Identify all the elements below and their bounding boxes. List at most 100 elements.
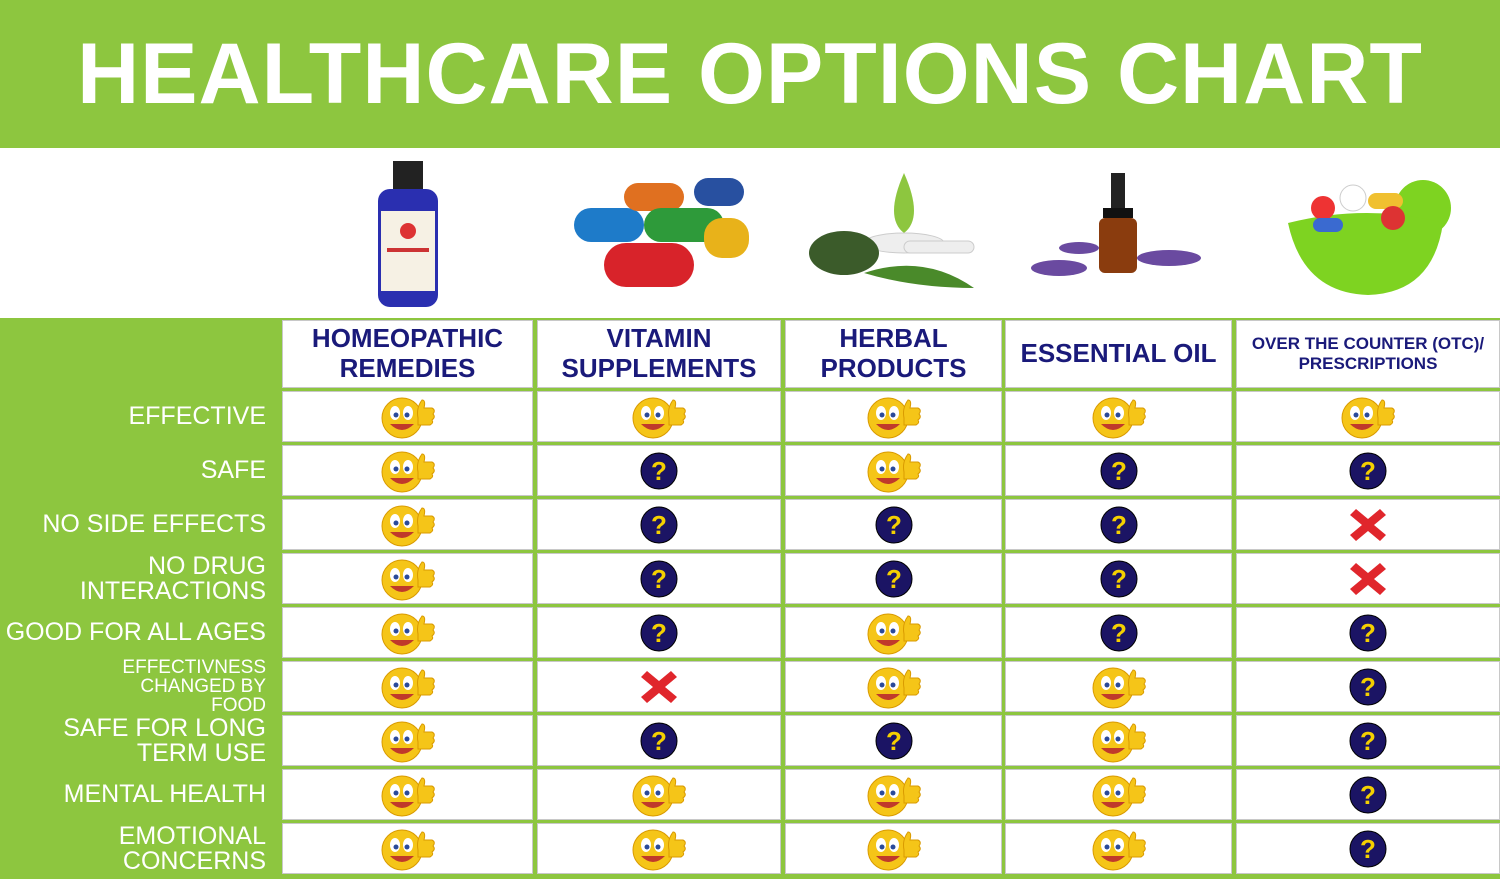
thumbs-up-smiley-icon (378, 826, 438, 872)
thumbs-up-smiley-icon (629, 394, 689, 440)
table-cell (282, 391, 533, 442)
question-mark-icon: ? (1099, 451, 1139, 491)
table-cell: ? (785, 499, 1002, 550)
row-label: NO DRUG INTERACTIONS (0, 553, 280, 604)
row-label: SAFE (0, 445, 280, 496)
thumbs-up-smiley-icon (1089, 826, 1149, 872)
table-cell (537, 823, 781, 874)
herbal-leaves-image (785, 152, 1002, 314)
question-mark-icon: ? (1348, 613, 1388, 653)
column-header-label: HOMEOPATHIC REMEDIES (311, 323, 504, 383)
thumbs-up-smiley-icon (864, 394, 924, 440)
table-cell (1236, 553, 1500, 604)
thumbs-up-smiley-icon (378, 502, 438, 548)
svg-text:?: ? (1111, 564, 1127, 594)
row-label: GOOD FOR ALL AGES (0, 607, 280, 658)
question-mark-icon: ? (1348, 667, 1388, 707)
pills-bowl-image (1236, 152, 1500, 314)
question-mark-icon: ? (1099, 613, 1139, 653)
question-mark-icon: ? (639, 721, 679, 761)
table-cell (282, 823, 533, 874)
column-header: ESSENTIAL OIL (1005, 320, 1232, 388)
table-cell: ? (1236, 715, 1500, 766)
question-mark-icon: ? (1099, 505, 1139, 545)
question-mark-icon: ? (1348, 829, 1388, 869)
row-label: SAFE FOR LONG TERM USE (0, 715, 280, 766)
table-cell: ? (1236, 661, 1500, 712)
svg-text:?: ? (886, 564, 902, 594)
question-mark-icon: ? (1348, 775, 1388, 815)
thumbs-up-smiley-icon (1089, 772, 1149, 818)
table-cell: ? (1236, 769, 1500, 820)
question-mark-icon: ? (639, 613, 679, 653)
svg-text:?: ? (1360, 726, 1376, 756)
thumbs-up-smiley-icon (864, 772, 924, 818)
table-cell: ? (1005, 607, 1232, 658)
thumbs-up-smiley-icon (864, 826, 924, 872)
table-cell: ? (1236, 445, 1500, 496)
question-mark-icon: ? (639, 559, 679, 599)
table-cell (282, 607, 533, 658)
svg-text:?: ? (1360, 618, 1376, 648)
table-cell: ? (537, 499, 781, 550)
thumbs-up-smiley-icon (864, 448, 924, 494)
thumbs-up-smiley-icon (378, 448, 438, 494)
row-label: EFFECTIVNESS CHANGED BY FOOD (0, 658, 280, 715)
table-cell (1236, 499, 1500, 550)
red-x-icon (639, 667, 679, 707)
table-cell (1005, 661, 1232, 712)
table-cell (537, 661, 781, 712)
question-mark-icon: ? (1348, 721, 1388, 761)
table-cell: ? (1236, 607, 1500, 658)
table-cell: ? (785, 715, 1002, 766)
column-header-label: VITAMIN SUPPLEMENTS (561, 323, 757, 383)
table-cell: ? (537, 445, 781, 496)
title-banner: HEALTHCARE OPTIONS CHART (0, 0, 1500, 148)
question-mark-icon: ? (874, 721, 914, 761)
svg-text:?: ? (651, 564, 667, 594)
table-cell (1005, 391, 1232, 442)
thumbs-up-smiley-icon (864, 610, 924, 656)
table-cell (537, 769, 781, 820)
table-cell (1236, 391, 1500, 442)
svg-text:?: ? (1360, 834, 1376, 864)
table-cell: ? (1236, 823, 1500, 874)
table-cell: ? (1005, 445, 1232, 496)
table-cell: ? (1005, 553, 1232, 604)
svg-text:?: ? (886, 510, 902, 540)
table-cell: ? (537, 607, 781, 658)
table-cell (537, 391, 781, 442)
thumbs-up-smiley-icon (378, 772, 438, 818)
svg-text:?: ? (1111, 618, 1127, 648)
question-mark-icon: ? (1348, 451, 1388, 491)
svg-text:?: ? (651, 726, 667, 756)
vitamin-capsules-image (537, 152, 781, 314)
thumbs-up-smiley-icon (378, 394, 438, 440)
svg-text:?: ? (1360, 780, 1376, 810)
table-cell (785, 769, 1002, 820)
question-mark-icon: ? (639, 505, 679, 545)
red-x-icon (1348, 505, 1388, 545)
table-cell (282, 445, 533, 496)
remedy-bottle-image (282, 152, 533, 314)
table-cell: ? (537, 553, 781, 604)
comparison-table: HOMEOPATHIC REMEDIES VITAMIN SUPPLEMENTS H… (0, 318, 1500, 879)
thumbs-up-smiley-icon (1338, 394, 1398, 440)
thumbs-up-smiley-icon (629, 772, 689, 818)
thumbs-up-smiley-icon (378, 556, 438, 602)
table-cell (1005, 715, 1232, 766)
column-header: OVER THE COUNTER (OTC)/ PRESCRIPTIONS (1236, 320, 1500, 388)
svg-text:?: ? (1111, 456, 1127, 486)
question-mark-icon: ? (874, 559, 914, 599)
svg-text:?: ? (1360, 456, 1376, 486)
row-label: EMOTIONAL CONCERNS (0, 823, 280, 874)
table-cell (282, 769, 533, 820)
thumbs-up-smiley-icon (378, 718, 438, 764)
essential-oil-lavender-image (1005, 152, 1232, 314)
table-cell (282, 499, 533, 550)
row-label: MENTAL HEALTH (0, 769, 280, 820)
table-cell (785, 607, 1002, 658)
table-cell (282, 661, 533, 712)
question-mark-icon: ? (1099, 559, 1139, 599)
table-cell (785, 391, 1002, 442)
